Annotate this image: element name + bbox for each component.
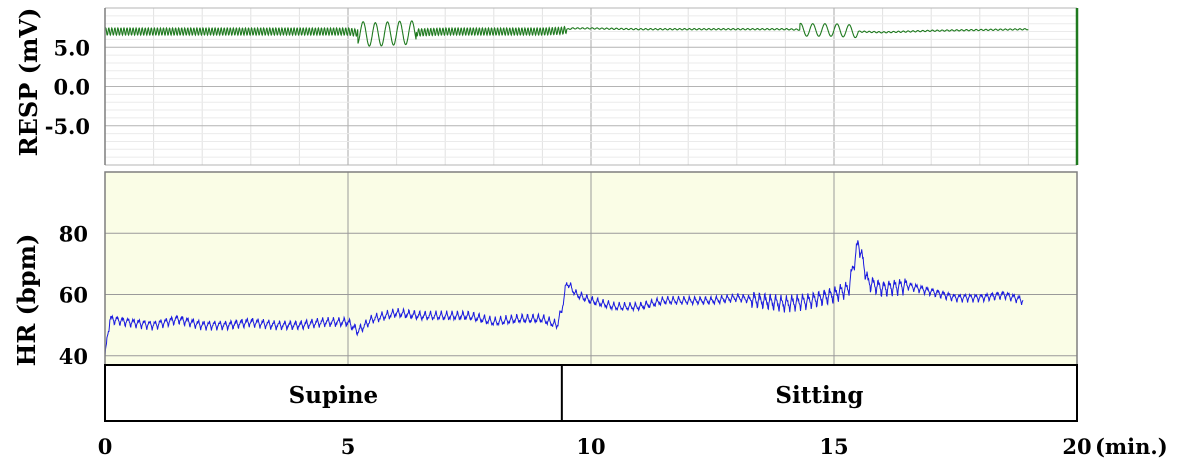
x-tick-label: 5: [341, 434, 356, 459]
resp-gridlines: [105, 7, 1077, 166]
phase-label: Sitting: [775, 382, 863, 409]
x-tick-label: 20: [1062, 434, 1091, 459]
phase-bar-frame: [104, 364, 1078, 422]
hr-y-tick-labels: 40 60 80: [59, 221, 88, 369]
resp-y-tick-label: 0.0: [53, 75, 90, 100]
x-tick-label: 0: [98, 434, 113, 459]
x-tick-labels: 0 5 10 15 20: [98, 434, 1092, 459]
hr-y-tick-label: 60: [59, 283, 88, 308]
resp-y-tick-label: 5.0: [53, 35, 90, 60]
phase-label: Supine: [289, 382, 379, 409]
x-tick-label: 10: [576, 434, 605, 459]
x-tick-label: 15: [819, 434, 848, 459]
hr-y-tick-label: 80: [59, 221, 88, 246]
resp-y-axis-label: RESP (mV): [14, 8, 43, 157]
hr-y-axis-label: HR (bpm): [12, 234, 41, 367]
resp-trace: [104, 20, 1029, 47]
hr-y-tick-label: 40: [59, 344, 88, 369]
x-axis-unit-label: (min.): [1095, 434, 1168, 459]
phase-bar: Supine Sitting: [104, 364, 1078, 422]
resp-panel: 5.0 0.0 -5.0 RESP (mV): [14, 7, 1079, 166]
resp-y-tick-label: -5.0: [45, 114, 90, 139]
hr-gridlines: [105, 172, 1077, 365]
hr-panel: 40 60 80 HR (bpm): [12, 171, 1078, 369]
hr-series: [104, 240, 1024, 356]
resp-y-tick-labels: 5.0 0.0 -5.0: [45, 35, 90, 139]
hr-trace: [104, 240, 1024, 356]
resp-series: [104, 20, 1029, 47]
